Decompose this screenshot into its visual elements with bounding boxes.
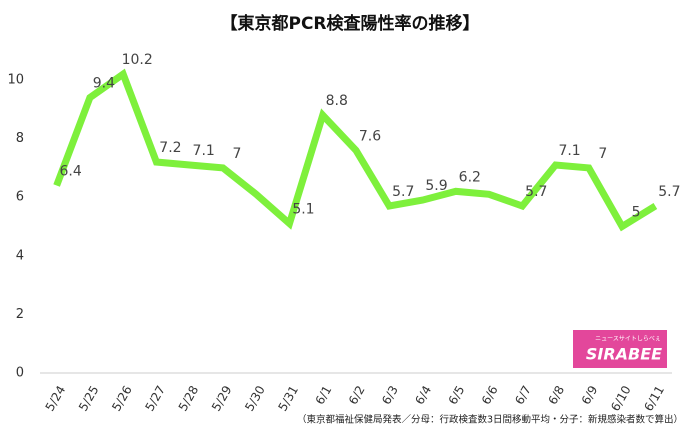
x-tick-label: 5/28	[176, 383, 202, 413]
x-tick-label: 6/8	[545, 383, 567, 407]
data-label: 7.2	[159, 140, 181, 156]
x-tick-label: 5/31	[276, 383, 302, 413]
x-tick-label: 6/2	[346, 383, 368, 407]
data-label: 10.2	[122, 52, 153, 68]
data-label: 5.7	[525, 184, 547, 200]
y-tick-label: 4	[16, 248, 24, 263]
y-tick-label: 0	[16, 366, 24, 381]
data-label: 5.1	[292, 202, 314, 218]
y-tick-label: 8	[16, 131, 24, 146]
y-tick-label: 10	[7, 73, 24, 88]
data-label: 5.7	[658, 184, 680, 200]
data-label: 5.7	[392, 184, 414, 200]
x-tick-label: 6/9	[579, 383, 601, 407]
x-tick-label: 6/4	[412, 383, 434, 407]
data-label: 7.1	[558, 143, 580, 159]
data-label: 6.2	[459, 169, 481, 185]
data-label: 7	[232, 146, 241, 162]
x-tick-label: 5/30	[242, 383, 268, 413]
y-tick-label: 6	[16, 190, 24, 205]
x-tick-label: 6/3	[379, 383, 401, 407]
x-tick-label: 5/27	[142, 383, 168, 413]
x-tick-label: 6/6	[479, 383, 501, 407]
data-label: 7.1	[193, 143, 215, 159]
data-label: 7	[598, 146, 607, 162]
x-tick-label: 6/1	[313, 383, 335, 407]
data-label: 6.4	[59, 163, 81, 179]
footnote: （東京都福祉保健局発表／分母：行政検査数3日間移動平均・分子：新規感染者数で算出…	[297, 414, 683, 426]
logo-box	[573, 330, 667, 368]
x-tick-label: 5/25	[76, 383, 102, 413]
data-label: 9.4	[93, 76, 115, 92]
chart-title: 【東京都PCR検査陽性率の推移】	[220, 13, 479, 34]
x-tick-label: 6/7	[512, 383, 534, 407]
x-tick-label: 5/26	[109, 383, 135, 413]
logo-tagline: ニュースサイトしらべぇ	[595, 336, 661, 343]
x-tick-label: 5/24	[43, 383, 69, 413]
logo: ニュースサイトしらべぇ SIRABEE	[573, 330, 667, 368]
data-label: 5	[632, 205, 641, 221]
data-line	[53, 68, 658, 232]
data-label: 5.9	[425, 178, 447, 194]
data-label: 7.6	[359, 128, 381, 144]
logo-text: SIRABEE	[586, 345, 662, 364]
x-tick-label: 6/5	[446, 383, 468, 407]
x-tick-label: 6/10	[608, 383, 634, 413]
data-label: 8.8	[326, 93, 348, 109]
x-tick-label: 6/11	[641, 383, 667, 413]
x-tick-label: 5/29	[209, 383, 235, 413]
y-tick-label: 2	[16, 307, 24, 322]
